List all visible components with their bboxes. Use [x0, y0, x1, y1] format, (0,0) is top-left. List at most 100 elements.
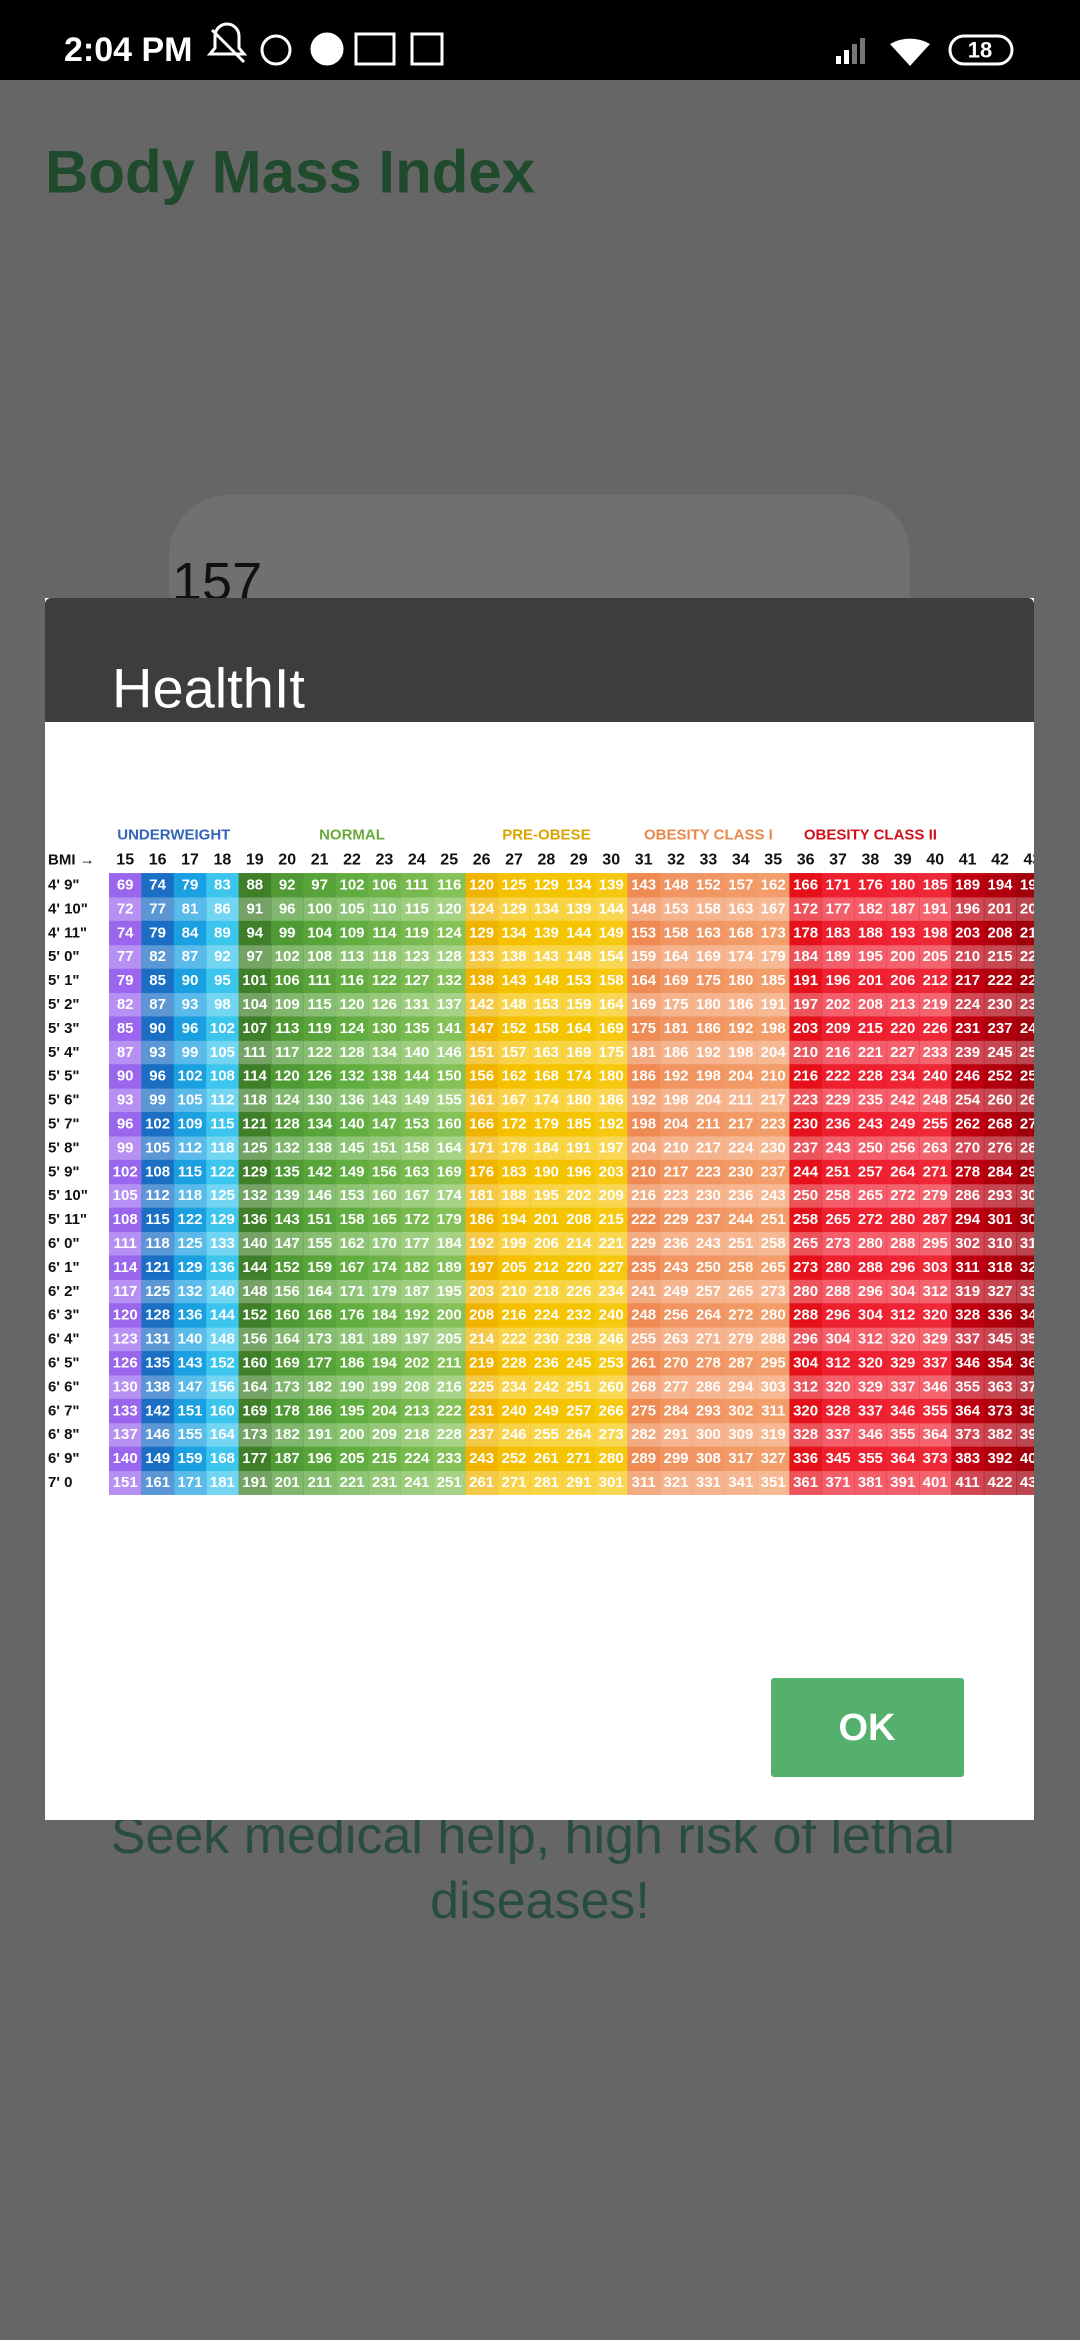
- cell-bg: [335, 1398, 369, 1424]
- weight-cell: 205: [501, 1259, 526, 1276]
- cell-bg: [919, 1279, 952, 1304]
- cell-bg: [335, 992, 369, 1017]
- cell-bg: [595, 1327, 628, 1352]
- weight-cell: 170: [372, 1235, 397, 1252]
- spotify-icon: [310, 32, 344, 66]
- weight-cell: 317: [728, 1450, 753, 1467]
- weight-cell: 118: [210, 1139, 234, 1156]
- weight-cell: 336: [793, 1450, 818, 1467]
- weight-cell: 210: [501, 1283, 526, 1300]
- cell-bg: [757, 1207, 790, 1233]
- cell-bg: [951, 1183, 985, 1209]
- ok-button[interactable]: [771, 1678, 964, 1777]
- weight-cell: 96: [117, 1116, 134, 1133]
- weight-cell: 180: [566, 1092, 591, 1109]
- cell-bg: [595, 873, 628, 898]
- weight-cell: 337: [890, 1378, 915, 1395]
- weight-cell: 142: [307, 1163, 332, 1180]
- weight-cell: 336: [987, 1307, 1012, 1324]
- cell-bg: [595, 1135, 628, 1161]
- weight-cell: 159: [566, 996, 591, 1013]
- weight-cell: 236: [663, 1235, 688, 1252]
- cell-bg: [465, 1159, 499, 1185]
- cell-bg: [562, 896, 596, 922]
- cell-bg: [1016, 968, 1034, 994]
- cell-bg: [886, 968, 920, 994]
- cell-bg: [433, 1279, 466, 1304]
- weight-cell: 373: [923, 1450, 948, 1467]
- weight-cell: 258: [825, 1187, 850, 1204]
- cell-bg: [757, 1016, 790, 1041]
- cell-bg: [303, 1374, 337, 1400]
- cell-bg: [983, 1088, 1017, 1113]
- weight-cell: 158: [339, 1211, 364, 1228]
- weight-cell: 194: [501, 1211, 527, 1228]
- cell-bg: [627, 968, 661, 994]
- cell-bg: [659, 944, 693, 970]
- weight-cell: 300: [696, 1426, 721, 1443]
- cell-bg: [173, 1327, 207, 1352]
- weight-cell: 210: [761, 1068, 786, 1085]
- cell-bg: [692, 1303, 726, 1328]
- cell-bg: [271, 1135, 304, 1161]
- cell-bg: [400, 968, 434, 994]
- cell-bg: [238, 1231, 272, 1256]
- cell-bg: [854, 1303, 888, 1328]
- weight-cell: 320: [923, 1307, 948, 1324]
- weight-cell: 77: [149, 900, 166, 917]
- cell-bg: [465, 944, 499, 970]
- cell-bg: [951, 1112, 985, 1137]
- weight-cell: 261: [534, 1450, 559, 1467]
- weight-cell: 255: [534, 1426, 559, 1443]
- weight-cell: 187: [404, 1283, 429, 1300]
- height-label: 6' 2": [48, 1283, 80, 1300]
- weight-cell: 355: [890, 1426, 915, 1443]
- weight-cell: 228: [501, 1355, 526, 1372]
- cell-bg: [465, 1327, 499, 1352]
- weight-cell: 195: [858, 948, 883, 965]
- weight-cell: 152: [696, 877, 721, 894]
- weight-cell: 212: [923, 972, 948, 989]
- cell-bg: [303, 1446, 337, 1472]
- weight-cell: 169: [242, 1402, 267, 1419]
- weight-cell: 148: [566, 948, 591, 965]
- weight-cell: 296: [793, 1331, 818, 1348]
- cell-bg: [433, 1446, 466, 1472]
- weight-cell: 180: [728, 972, 753, 989]
- weight-cell: 176: [858, 877, 883, 894]
- cell-bg: [886, 1231, 920, 1256]
- weight-cell: 256: [663, 1307, 688, 1324]
- cell-bg: [562, 968, 596, 994]
- cell-bg: [789, 896, 823, 922]
- weight-cell: 158: [534, 1020, 559, 1037]
- weight-cell: 134: [372, 1044, 398, 1061]
- weight-cell: 364: [890, 1450, 916, 1467]
- cell-bg: [983, 992, 1017, 1017]
- cell-bg: [659, 920, 693, 946]
- cell-bg: [595, 1183, 628, 1209]
- cell-bg: [465, 920, 499, 946]
- weight-cell: 208: [566, 1211, 591, 1228]
- weight-cell: 148: [534, 972, 559, 989]
- cell-bg: [303, 1112, 337, 1137]
- weight-cell: 272: [858, 1211, 883, 1228]
- weight-cell: 266: [1020, 1092, 1045, 1109]
- weight-cell: 156: [372, 1163, 397, 1180]
- cell-bg: [109, 1374, 142, 1400]
- cell-bg: [757, 1327, 790, 1352]
- weight-cell: 346: [858, 1426, 883, 1443]
- cell-bg: [206, 1040, 240, 1065]
- cell-bg: [497, 1159, 531, 1185]
- cell-bg: [821, 1207, 855, 1233]
- cell-bg: [886, 1040, 920, 1065]
- cell-bg: [109, 1327, 142, 1352]
- weight-cell: 144: [210, 1307, 236, 1324]
- weight-cell: 241: [404, 1474, 429, 1491]
- cell-bg: [1016, 1279, 1034, 1304]
- weight-cell: 355: [955, 1378, 980, 1395]
- cell-bg: [757, 896, 790, 922]
- cell-bg: [238, 1327, 272, 1352]
- cell-bg: [659, 1207, 693, 1233]
- cell-bg: [400, 1112, 434, 1137]
- weight-cell: 174: [566, 1068, 592, 1085]
